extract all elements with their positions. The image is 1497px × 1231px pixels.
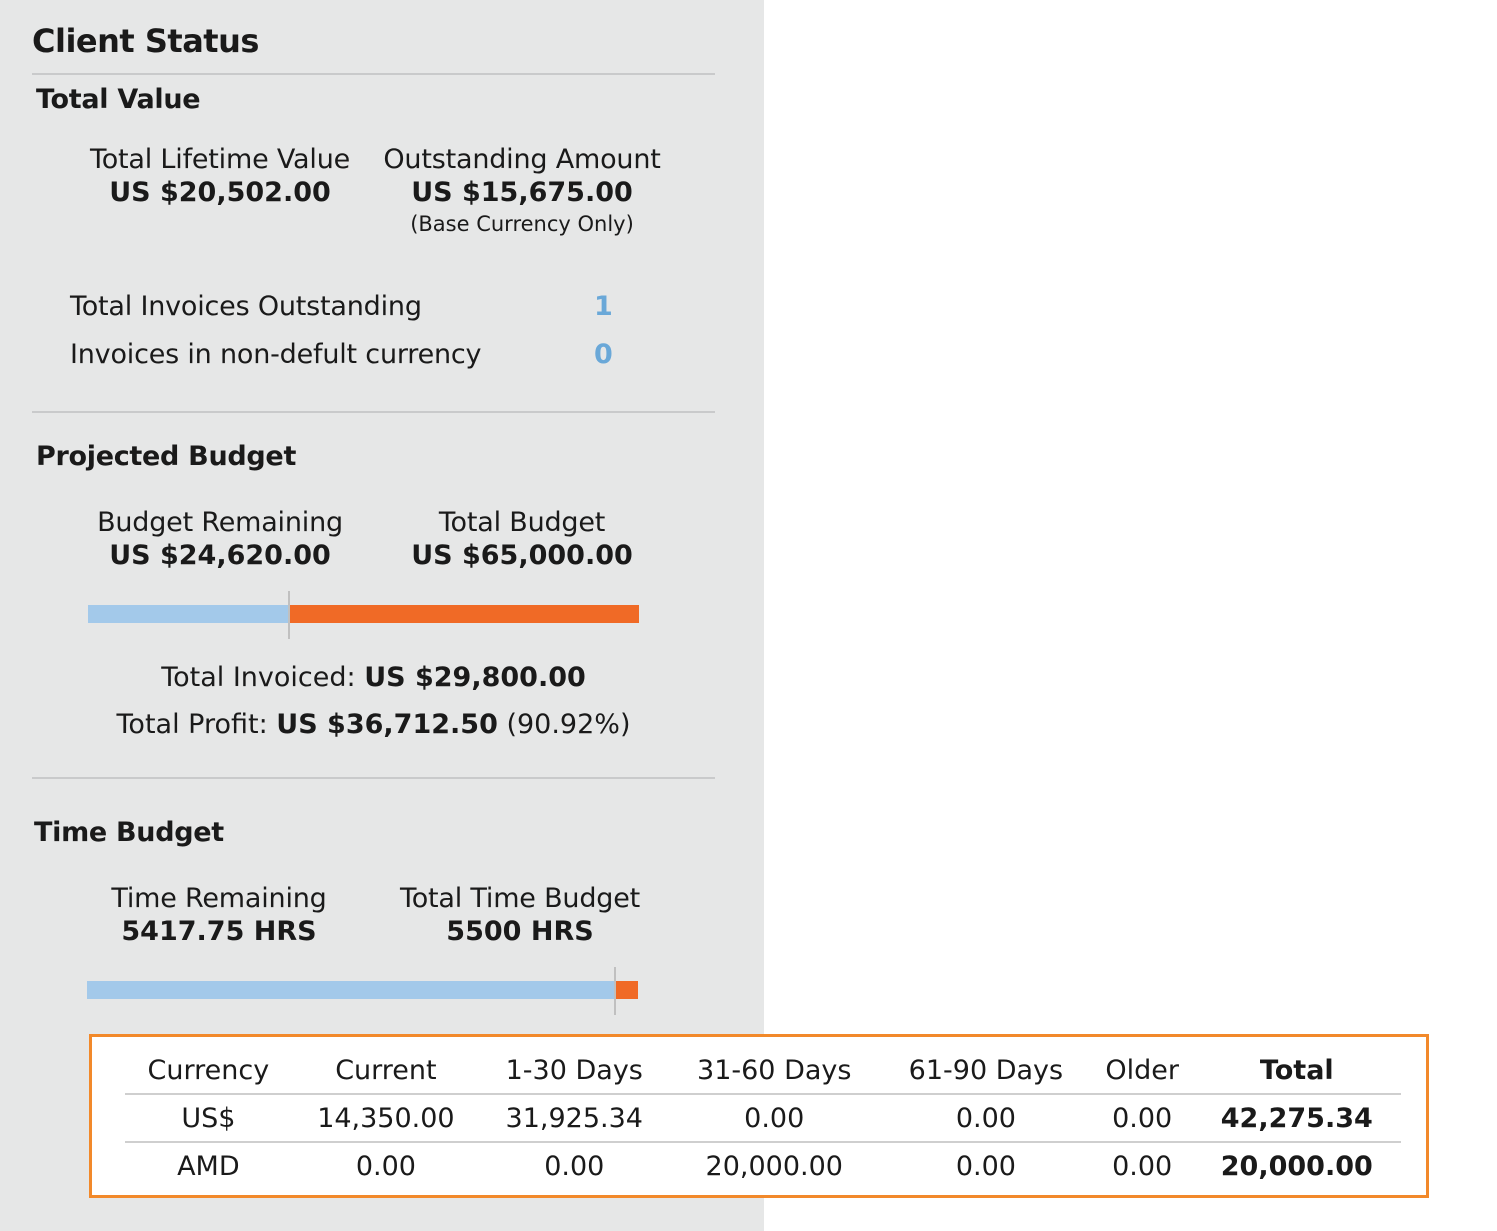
table-cell: 20,000.00 [705, 1150, 843, 1182]
column-header: Current [291, 1047, 481, 1095]
base-currency-note: (Base Currency Only) [410, 212, 634, 236]
budget-progress-bar [88, 591, 639, 639]
column-header-total: Total [1192, 1047, 1401, 1095]
invoices-outstanding-label: Total Invoices Outstanding [70, 291, 422, 322]
lifetime-value-label: Total Lifetime Value [89, 144, 351, 175]
aging-summary-box: Currency Current 1-30 Days 31-60 Days 61… [89, 1034, 1429, 1198]
time-remaining-fill [87, 981, 615, 999]
time-remaining-value: 5417.75 HRS [121, 916, 317, 947]
divider [32, 411, 715, 413]
outstanding-amount-value: US $15,675.00 [411, 177, 633, 208]
time-progress-bar [87, 967, 638, 1015]
panel-title: Client Status [32, 22, 259, 60]
table-cell: US$ [125, 1094, 292, 1143]
total-budget-value: US $65,000.00 [411, 540, 633, 571]
total-time-budget-value: 5500 HRS [446, 916, 594, 947]
column-header: Currency [125, 1047, 292, 1095]
non-default-currency-label: Invoices in non-defult currency [70, 339, 482, 370]
divider [32, 777, 715, 779]
outstanding-amount-label: Outstanding Amount [383, 144, 661, 175]
time-remaining-label: Time Remaining [111, 883, 327, 914]
table-cell: 0.00 [355, 1150, 416, 1182]
total-budget-stat: Total Budget US $65,000.00 [372, 507, 672, 571]
lifetime-value-stat: Total Lifetime Value US $20,502.00 [70, 144, 370, 208]
time-bar-marker [614, 967, 616, 1015]
table-row: US$ 14,350.00 31,925.34 0.00 0.00 0.00 4… [125, 1094, 1401, 1143]
total-time-budget-stat: Total Time Budget 5500 HRS [370, 883, 670, 947]
table-cell: AMD [177, 1150, 240, 1182]
aging-table: Currency Current 1-30 Days 31-60 Days 61… [125, 1047, 1401, 1189]
time-budget-heading: Time Budget [34, 817, 224, 848]
column-header: Older [1091, 1047, 1193, 1095]
table-cell: 31,925.34 [480, 1094, 669, 1143]
table-cell: 14,350.00 [291, 1094, 481, 1143]
divider [32, 73, 715, 75]
total-invoiced-line: Total Invoiced: US $29,800.00 [32, 662, 715, 693]
non-default-currency-link[interactable]: 0 [594, 339, 613, 370]
table-cell: 0.00 [544, 1150, 605, 1182]
table-cell-total: 42,275.34 [1192, 1094, 1401, 1143]
invoices-outstanding-link[interactable]: 1 [594, 291, 613, 322]
total-budget-label: Total Budget [438, 507, 606, 538]
budget-used-fill [289, 605, 639, 623]
budget-bar-marker [288, 591, 290, 639]
total-invoiced-value: US $29,800.00 [364, 662, 586, 693]
table-cell: 0.00 [1112, 1150, 1173, 1182]
projected-budget-heading: Projected Budget [36, 441, 297, 472]
budget-remaining-fill [88, 605, 289, 623]
budget-remaining-value: US $24,620.00 [109, 540, 331, 571]
table-cell-total: 20,000.00 [1220, 1150, 1373, 1182]
column-header: 31-60 Days [668, 1047, 881, 1095]
table-row: AMD 0.00 0.00 20,000.00 0.00 0.00 20,000… [125, 1142, 1401, 1189]
table-cell: 0.00 [668, 1094, 881, 1143]
total-profit-line: Total Profit: US $36,712.50 (90.92%) [32, 709, 715, 740]
total-time-budget-label: Total Time Budget [399, 883, 640, 914]
total-profit-label: Total Profit: [116, 709, 268, 740]
outstanding-amount-stat: Outstanding Amount US $15,675.00 (Base C… [372, 144, 672, 236]
budget-remaining-label: Budget Remaining [97, 507, 343, 538]
table-cell: 0.00 [880, 1094, 1092, 1143]
budget-remaining-stat: Budget Remaining US $24,620.00 [70, 507, 370, 571]
total-profit-value: US $36,712.50 [276, 709, 498, 740]
total-profit-percent: (90.92%) [506, 709, 631, 740]
lifetime-value-amount: US $20,502.00 [109, 177, 331, 208]
total-value-heading: Total Value [36, 84, 201, 115]
total-invoiced-label: Total Invoiced: [161, 662, 356, 693]
column-header: 1-30 Days [480, 1047, 669, 1095]
time-used-fill [615, 981, 638, 999]
client-status-panel: Client Status Total Value Total Lifetime… [0, 0, 764, 1231]
time-remaining-stat: Time Remaining 5417.75 HRS [69, 883, 369, 947]
column-header: 61-90 Days [880, 1047, 1092, 1095]
table-header-row: Currency Current 1-30 Days 31-60 Days 61… [125, 1047, 1401, 1095]
table-cell: 0.00 [1091, 1094, 1193, 1143]
table-cell: 0.00 [955, 1150, 1016, 1182]
